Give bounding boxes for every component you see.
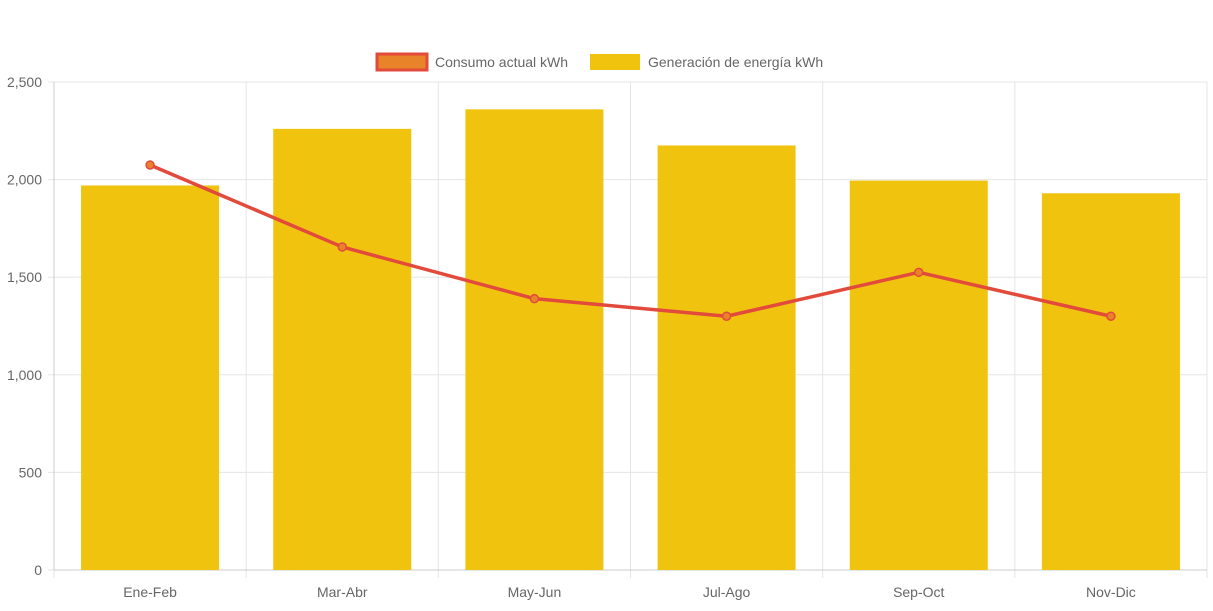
line-point bbox=[721, 311, 732, 321]
line-point bbox=[1106, 311, 1116, 321]
legend-label-generacion: Generación de energía kWh bbox=[648, 54, 823, 70]
y-tick-label: 1,000 bbox=[7, 367, 42, 383]
line-point bbox=[145, 160, 155, 170]
bar bbox=[1041, 193, 1180, 570]
bar bbox=[465, 109, 604, 570]
legend-swatch-generacion bbox=[590, 54, 640, 70]
legend-swatch-consumo bbox=[375, 52, 429, 72]
x-axis: Ene-Feb Mar-Abr May-Jun Jul-Ago Sep-Oct Nov-D… bbox=[54, 569, 1207, 600]
bar bbox=[273, 128, 412, 570]
y-tick-label: 0 bbox=[34, 562, 42, 578]
legend-label-consumo: Consumo actual kWh bbox=[435, 54, 568, 70]
y-tick-label: 2,000 bbox=[7, 172, 42, 188]
y-tick-label: 500 bbox=[19, 464, 43, 480]
line-series bbox=[145, 160, 1116, 321]
x-tick-label: Nov-Dic bbox=[1086, 584, 1136, 600]
bar bbox=[849, 180, 988, 571]
x-tick-label: May-Jun bbox=[508, 584, 562, 600]
line-point bbox=[529, 293, 540, 304]
x-tick-label: Jul-Ago bbox=[703, 584, 751, 600]
x-tick-label: Mar-Abr bbox=[317, 584, 368, 600]
x-tick-label: Sep-Oct bbox=[893, 584, 944, 600]
line-point bbox=[337, 242, 347, 252]
y-tick-label: 1,500 bbox=[7, 269, 42, 285]
bar bbox=[81, 185, 220, 570]
bar-series bbox=[81, 109, 1180, 571]
x-tick-label: Ene-Feb bbox=[123, 584, 177, 600]
gridlines bbox=[48, 81, 1208, 578]
y-tick-label: 2,500 bbox=[7, 74, 42, 90]
legend: Consumo actual kWh Generación de energía … bbox=[375, 52, 823, 72]
line-point bbox=[914, 267, 924, 278]
bar bbox=[657, 145, 796, 570]
y-axis: 0 500 1,000 1,500 2,000 2,500 bbox=[7, 74, 55, 578]
consumption-line bbox=[149, 163, 1112, 318]
